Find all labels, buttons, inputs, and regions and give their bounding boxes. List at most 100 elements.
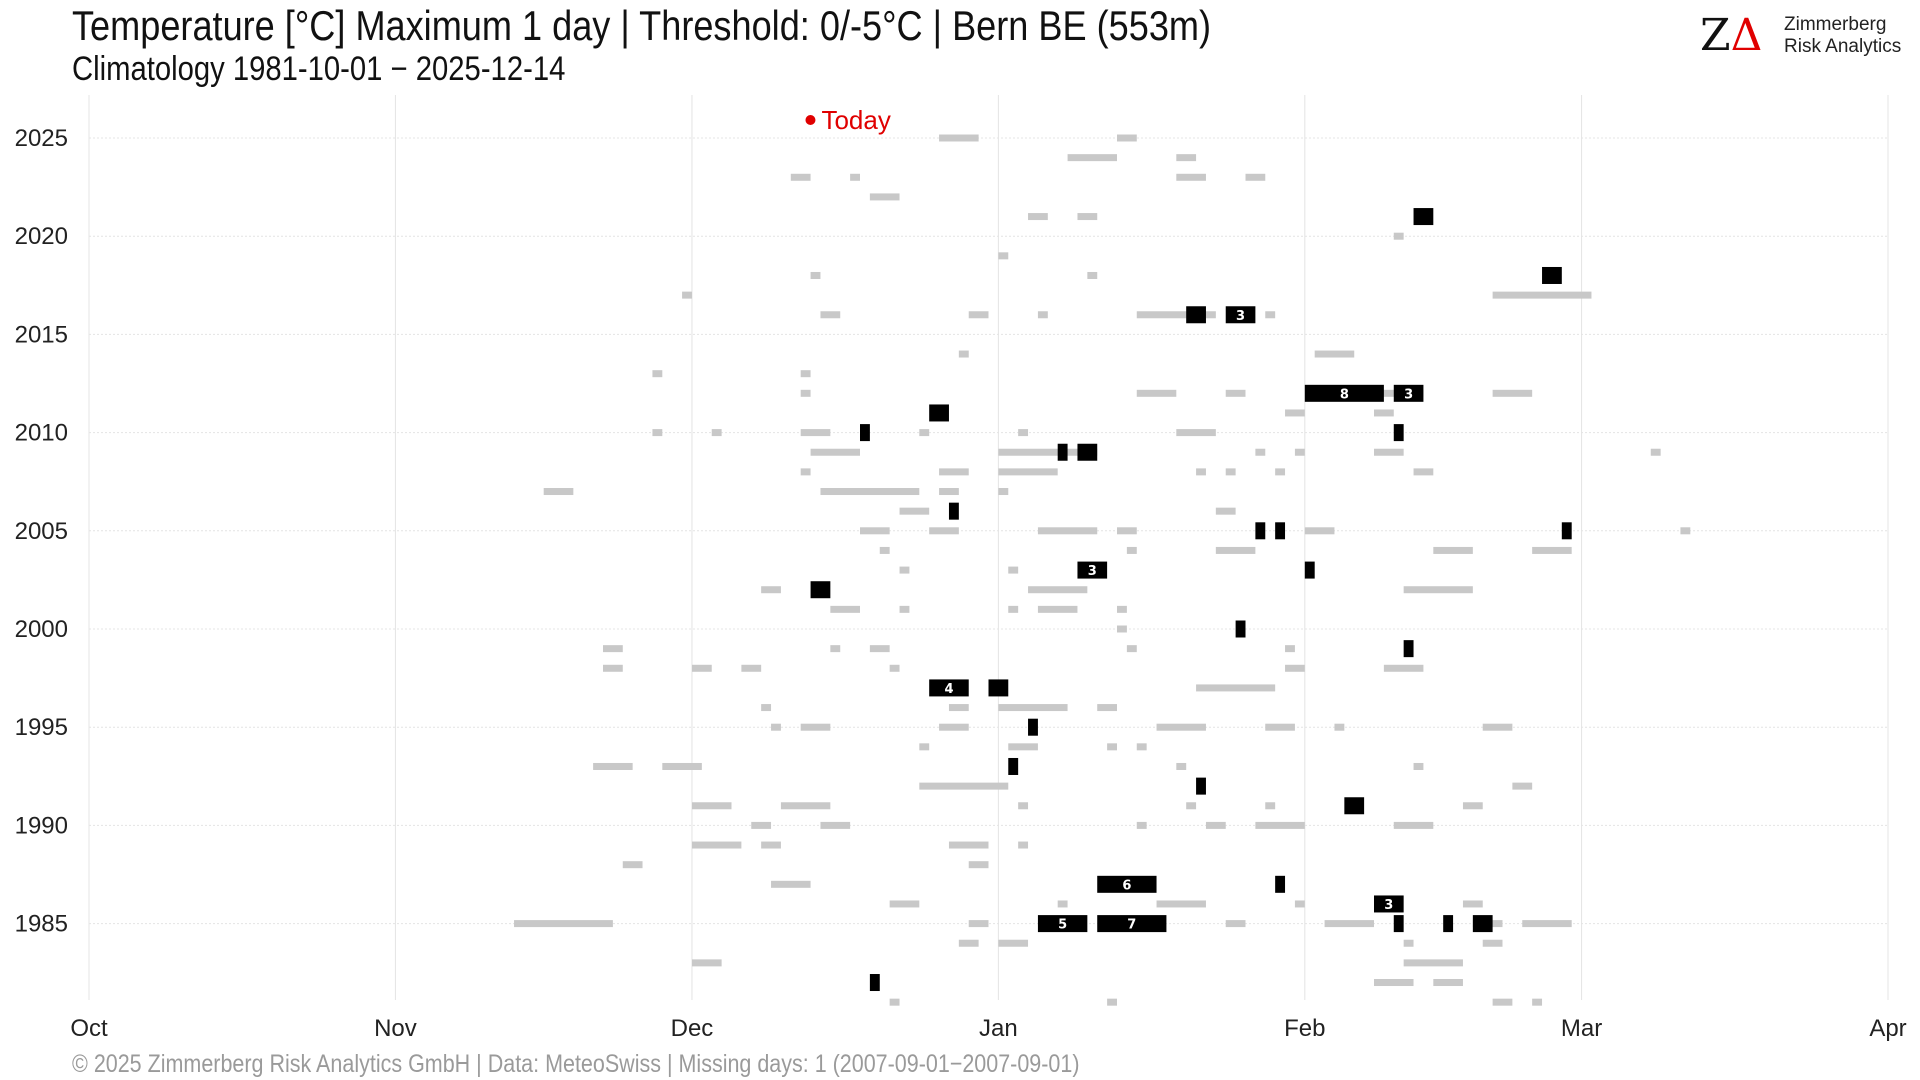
dark-segment (1077, 443, 1098, 461)
dark-segment (929, 679, 969, 697)
light-segment (1018, 841, 1029, 849)
light-segment (1532, 998, 1543, 1006)
dark-segment (1304, 561, 1315, 579)
light-segment (1265, 802, 1276, 810)
y-tick-label: 2015 (15, 321, 68, 348)
dark-segment (948, 502, 959, 520)
dark-segment (929, 404, 949, 422)
light-segment (652, 370, 663, 378)
dark-segment (1196, 777, 1206, 795)
chart-subtitle: Climatology 1981-10-01 − 2025-12-14 (72, 50, 566, 88)
light-segment (1225, 920, 1246, 928)
light-segment (869, 193, 900, 201)
light-segment (1176, 154, 1197, 162)
light-segment (929, 527, 959, 535)
segment-duration-label: 3 (1236, 309, 1245, 324)
y-tick-label: 1985 (15, 911, 68, 938)
x-tick-label: Dec (671, 1015, 714, 1042)
y-tick-label: 1990 (15, 812, 68, 839)
light-segment (771, 880, 811, 888)
light-segment (899, 507, 930, 515)
light-segment (889, 900, 920, 908)
light-segment (998, 252, 1009, 260)
light-segment (1255, 821, 1305, 829)
light-segment (711, 429, 722, 437)
light-segment (850, 173, 860, 181)
light-segment (1265, 311, 1276, 319)
light-segment (751, 821, 772, 829)
light-segment (830, 605, 860, 613)
light-segment (790, 173, 811, 181)
light-segment (1314, 350, 1355, 358)
light-segment (1433, 979, 1463, 987)
light-segment (1512, 782, 1533, 790)
light-segment (968, 861, 989, 869)
logo-line-1: Zimmerberg (1784, 14, 1887, 35)
light-segment (1294, 900, 1305, 908)
dark-segment (1413, 208, 1434, 226)
light-segment (1383, 664, 1424, 672)
light-segment (998, 488, 1009, 496)
light-segment (691, 802, 732, 810)
light-segment (1492, 291, 1592, 299)
light-segment (968, 920, 989, 928)
light-segment (1136, 311, 1216, 319)
light-segment (1028, 586, 1088, 594)
dark-segment (1393, 384, 1424, 402)
light-segment (998, 939, 1029, 947)
light-segment (1255, 448, 1266, 456)
light-segment (1057, 900, 1068, 908)
x-tick-label: Feb (1284, 1015, 1325, 1042)
light-segment (879, 546, 890, 554)
segment-duration-label: 3 (1404, 387, 1413, 402)
dark-segment (1057, 443, 1068, 461)
light-segment (1196, 468, 1206, 476)
light-segment (691, 959, 722, 967)
logo-text: Zimmerberg Risk Analytics (1784, 14, 1901, 58)
light-segment (1008, 605, 1019, 613)
light-segment (1225, 389, 1246, 397)
light-segment (741, 664, 762, 672)
dark-segment (1472, 915, 1493, 933)
y-tick-label: 2025 (15, 125, 68, 152)
today-label: Today (821, 105, 890, 135)
light-segment (1107, 998, 1117, 1006)
dark-segment (1235, 620, 1246, 638)
light-segment (948, 841, 989, 849)
light-segment (820, 821, 851, 829)
light-segment (860, 527, 890, 535)
light-segment (691, 664, 712, 672)
dark-segment (1077, 561, 1108, 579)
light-segment (543, 488, 574, 496)
light-segment (948, 704, 969, 712)
dark-segment (1344, 797, 1365, 815)
light-segment (800, 370, 811, 378)
light-segment (1462, 802, 1483, 810)
dark-segment (1037, 915, 1088, 933)
light-segment (1028, 213, 1048, 221)
light-segment (958, 939, 979, 947)
light-segment (1413, 762, 1424, 770)
light-segment (830, 645, 841, 653)
light-segment (1680, 527, 1691, 535)
light-segment (1433, 546, 1473, 554)
light-segment (1285, 645, 1295, 653)
dark-segment (1393, 915, 1404, 933)
light-segment (968, 311, 989, 319)
dark-segment (1255, 522, 1266, 540)
light-segment (1393, 821, 1434, 829)
light-segment (1067, 154, 1117, 162)
light-segment (1413, 468, 1434, 476)
light-segment (800, 723, 831, 731)
light-segment (1215, 546, 1256, 554)
light-segment (1156, 723, 1206, 731)
dark-segment (1403, 640, 1414, 658)
light-segment (1136, 389, 1177, 397)
light-segment (1294, 448, 1305, 456)
light-segment (998, 448, 1098, 456)
y-tick-label: 2000 (15, 616, 68, 643)
light-segment (682, 291, 692, 299)
light-segment (1532, 546, 1572, 554)
dark-segment (869, 974, 880, 992)
x-tick-label: Jan (979, 1015, 1018, 1042)
